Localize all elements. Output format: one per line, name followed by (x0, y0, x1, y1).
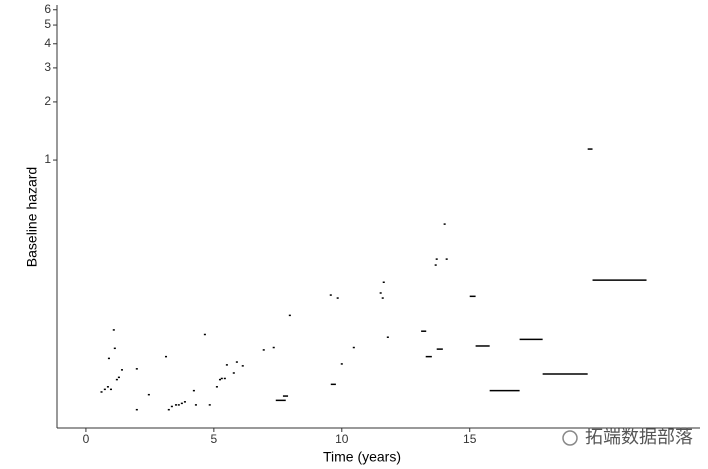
watermark-icon (562, 430, 578, 446)
y-tick-label: 4 (44, 36, 51, 50)
x-tick-label: 15 (463, 432, 477, 446)
y-tick-label: 6 (44, 2, 51, 16)
x-axis-title: Time (years) (323, 449, 401, 465)
y-tick-label: 5 (44, 17, 51, 31)
y-tick-label: 2 (44, 94, 51, 108)
watermark: 拓端数据部落 (585, 427, 693, 447)
y-tick-label: 3 (44, 60, 51, 74)
y-tick-label: 1 (44, 152, 51, 166)
x-tick-label: 10 (335, 432, 349, 446)
x-tick-label: 0 (83, 432, 90, 446)
x-tick-label: 5 (211, 432, 218, 446)
y-axis-title: Baseline hazard (24, 167, 40, 267)
